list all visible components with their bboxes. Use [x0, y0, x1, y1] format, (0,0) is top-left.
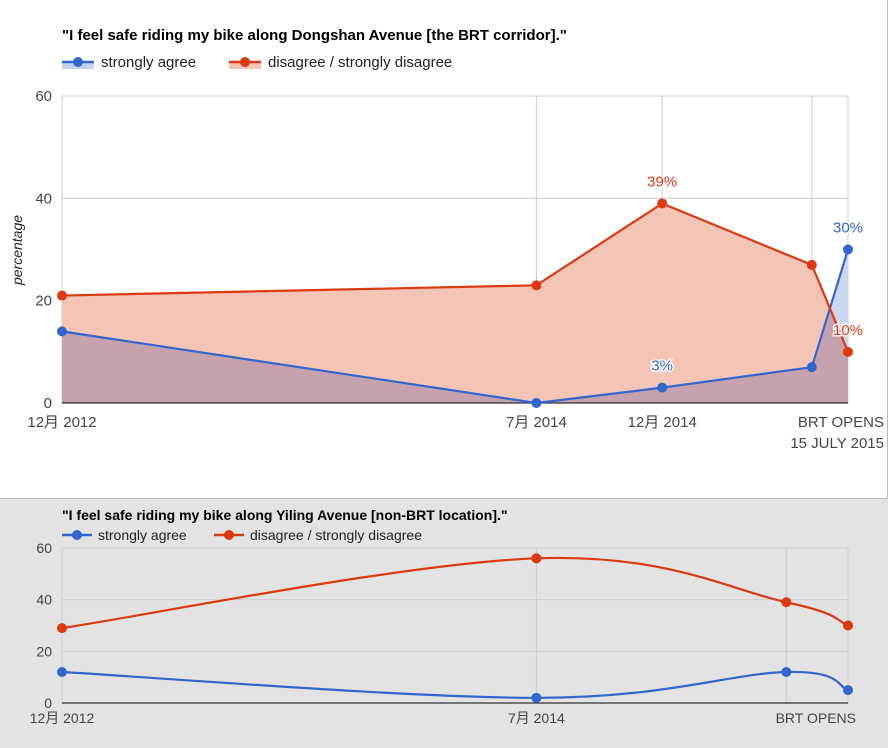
x-tick-label: BRT OPENS — [776, 710, 856, 726]
data-point-agree — [57, 667, 67, 677]
data-label: 3% — [651, 358, 673, 375]
legend-marker-agree — [73, 57, 83, 67]
data-point-agree — [781, 667, 792, 677]
chart1-legend-item-agree[interactable]: strongly agree — [62, 54, 196, 71]
chart2-legend-item-agree[interactable]: strongly agree — [62, 527, 187, 543]
y-tick-label: 0 — [44, 695, 52, 711]
data-point-agree — [657, 382, 668, 393]
y-tick-label: 40 — [36, 592, 52, 608]
legend-label-disagree: disagree / strongly disagree — [268, 54, 452, 71]
chart2-title: "I feel safe riding my bike along Yiling… — [62, 507, 508, 523]
data-label: 39% — [647, 173, 677, 190]
chart1-y-axis-title: percentage — [9, 215, 25, 286]
data-point-disagree — [57, 623, 67, 634]
x-tick-label: 7月 2014 — [506, 414, 567, 431]
chart1-legend-item-disagree[interactable]: disagree / strongly disagree — [229, 54, 452, 71]
y-tick-label: 40 — [35, 190, 52, 207]
data-point-agree — [57, 326, 67, 337]
data-point-disagree — [531, 280, 542, 291]
x-tick-label-line: 15 JULY 2015 — [790, 435, 884, 452]
series-line-disagree — [61, 556, 849, 630]
data-point-disagree — [843, 620, 853, 631]
chart2-legend: strongly agree disagree / strongly disag… — [62, 527, 422, 543]
data-point-disagree — [806, 259, 817, 270]
y-tick-label: 60 — [36, 540, 52, 556]
legend-marker-agree — [72, 530, 82, 540]
chart2-plot-area: 0 20 40 60 12月 2012 7月 2014 BRT OPENS — [30, 540, 856, 726]
data-point-disagree — [531, 553, 542, 564]
legend-label-agree: strongly agree — [101, 54, 196, 71]
x-tick-label: 12月 2012 — [27, 414, 96, 431]
y-tick-label: 0 — [44, 395, 52, 412]
x-tick-label: 12月 2012 — [30, 710, 95, 726]
x-tick-label-line: 12月 2012 — [30, 710, 95, 726]
data-label: 30% — [833, 220, 863, 237]
legend-label-agree: strongly agree — [98, 527, 187, 543]
x-tick-label-line: 12月 2014 — [628, 414, 697, 431]
chart2-background — [0, 498, 888, 748]
y-tick-label: 20 — [36, 643, 52, 659]
y-tick-label: 60 — [35, 88, 52, 105]
x-tick-label-line: 7月 2014 — [508, 710, 565, 726]
area-fill-overlap — [62, 249, 848, 403]
x-tick-label-line: BRT OPENS — [776, 710, 856, 726]
x-tick-label: 12月 2014 — [628, 414, 697, 431]
x-tick-label-line: BRT OPENS — [798, 414, 884, 431]
data-point-agree — [843, 244, 853, 255]
legend-marker-disagree — [240, 57, 250, 67]
data-label: 10% — [833, 322, 863, 339]
chart1-title: "I feel safe riding my bike along Dongsh… — [62, 27, 567, 44]
data-point-disagree — [657, 198, 668, 209]
data-point-disagree — [843, 346, 853, 357]
chart2-legend-item-disagree[interactable]: disagree / strongly disagree — [214, 527, 422, 543]
x-tick-label: 7月 2014 — [508, 710, 565, 726]
chart1-plot-area: 0 20 40 60 39% 30% 3% 10% 12月 2012 7月 2014 12月 201… — [27, 88, 884, 452]
legend-marker-disagree — [224, 530, 234, 540]
chart1-legend: strongly agree disagree / strongly disag… — [62, 54, 452, 71]
data-point-agree — [531, 692, 542, 703]
x-tick-label: BRT OPENS 15 JULY 2015 — [790, 414, 884, 452]
data-point-agree — [531, 398, 542, 408]
data-point-disagree — [781, 597, 792, 608]
data-point-disagree — [57, 290, 67, 301]
x-tick-label-line: 12月 2012 — [27, 414, 96, 431]
x-tick-label-line: 7月 2014 — [506, 414, 567, 431]
data-point-agree — [806, 362, 817, 373]
data-point-agree — [843, 685, 853, 696]
series-line-agree — [61, 670, 849, 699]
legend-label-disagree: disagree / strongly disagree — [250, 527, 422, 543]
area-fill-disagree — [62, 203, 848, 403]
y-tick-label: 20 — [35, 293, 52, 310]
